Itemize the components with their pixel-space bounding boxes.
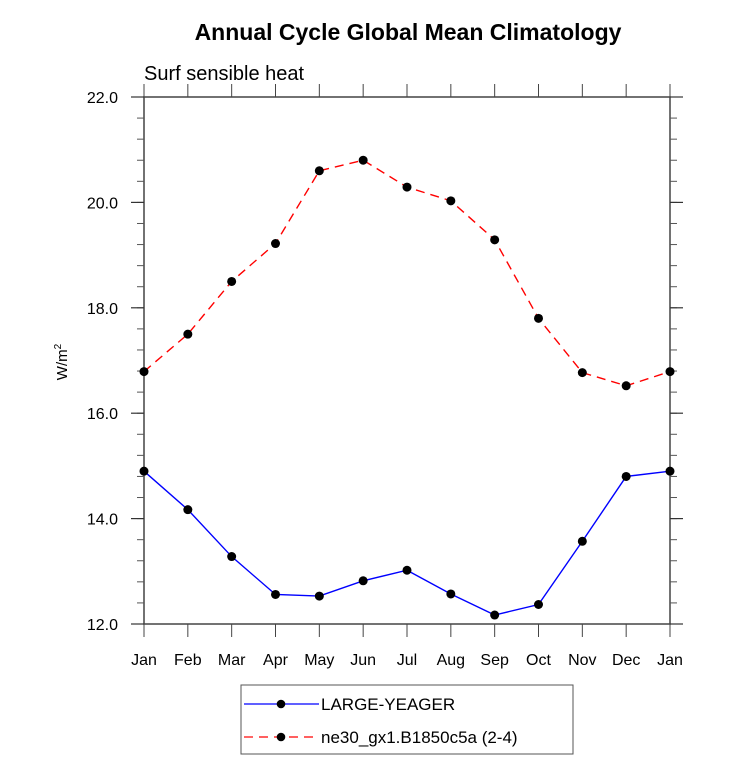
data-point (665, 466, 675, 476)
data-point (534, 600, 543, 610)
legend-label-0: LARGE-YEAGER (321, 695, 455, 714)
legend-item-1: ne30_gx1.B1850c5a (2-4) (244, 728, 518, 747)
x-tick-label: Apr (263, 652, 289, 669)
data-point (227, 552, 237, 562)
x-tick-label: Jan (131, 652, 157, 669)
x-tick-label: Nov (568, 652, 596, 669)
series-1 (139, 155, 675, 391)
x-tick-label: May (304, 652, 334, 669)
x-tick-label: Feb (174, 652, 202, 669)
series-line-0 (143, 470, 671, 616)
legend-marker-1 (276, 732, 286, 742)
y-axis-label-base: W/m (54, 349, 71, 380)
data-point (183, 329, 193, 339)
y-tick-label: 12.0 (87, 617, 118, 634)
data-point (139, 466, 149, 476)
y-axis-label: W/m2 (53, 343, 71, 380)
data-point (402, 565, 412, 575)
legend-label-1: ne30_gx1.B1850c5a (2-4) (321, 728, 518, 747)
data-point (227, 276, 237, 286)
x-tick-label: Jun (350, 652, 376, 669)
axes: Jan Feb Mar Apr May Jun Jul Aug Sep Oct Nov Dec Jan 1… (87, 84, 683, 669)
data-point (358, 155, 368, 165)
y-axis-label-superscript: 2 (53, 343, 64, 349)
y-tick-label: 18.0 (87, 301, 118, 318)
x-tick-label: Jan (657, 652, 683, 669)
series-line-1 (143, 159, 671, 387)
data-point (577, 536, 587, 546)
data-point (314, 591, 324, 601)
plot-frame (143, 96, 671, 625)
data-point (183, 505, 193, 515)
x-tick-label: Oct (526, 652, 551, 669)
chart-subtitle: Surf sensible heat (144, 63, 305, 85)
legend: LARGE-YEAGER ne30_gx1.B1850c5a (2-4) (240, 684, 574, 755)
data-point (665, 367, 675, 377)
legend-box (240, 684, 574, 755)
y-tick-label: 22.0 (87, 90, 118, 107)
data-point (621, 381, 631, 391)
x-tick-label: Sep (480, 652, 509, 669)
data-point (621, 471, 631, 481)
legend-marker-0 (276, 699, 286, 709)
data-point (139, 367, 149, 377)
data-point (271, 589, 280, 599)
data-point (271, 239, 280, 249)
x-tick-label: Jul (397, 652, 417, 669)
data-point (358, 576, 368, 586)
x-tick-label: Dec (612, 652, 640, 669)
series-layer (139, 155, 675, 620)
data-point (446, 196, 456, 206)
x-tick-label: Aug (437, 652, 465, 669)
data-point (402, 182, 412, 192)
data-point (446, 589, 456, 599)
series-0 (139, 466, 675, 620)
y-tick-label: 20.0 (87, 195, 118, 212)
legend-item-0: LARGE-YEAGER (244, 695, 455, 714)
data-point (534, 313, 543, 323)
data-point (577, 368, 587, 378)
y-tick-label: 14.0 (87, 512, 118, 529)
data-point (490, 235, 500, 245)
x-tick-label: Mar (218, 652, 246, 669)
data-point (490, 610, 500, 620)
data-point (314, 166, 324, 176)
chart-title: Annual Cycle Global Mean Climatology (195, 19, 622, 45)
y-tick-label: 16.0 (87, 406, 118, 423)
